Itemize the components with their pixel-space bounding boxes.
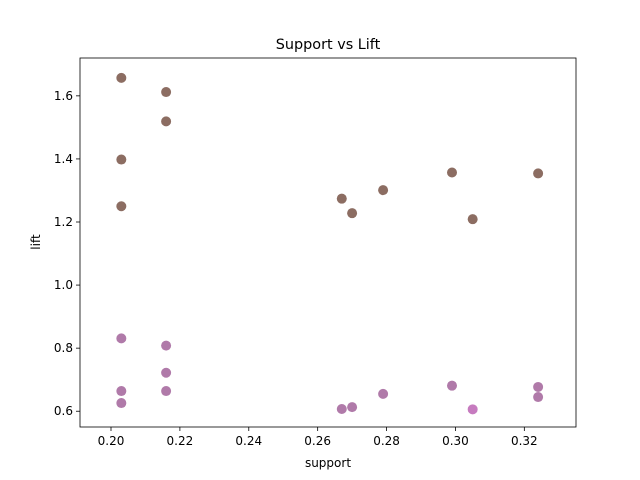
scatter-point	[533, 392, 544, 403]
scatter-point	[116, 72, 127, 83]
scatter-point	[116, 386, 127, 397]
y-tick-label: 1.4	[54, 152, 73, 166]
scatter-point	[467, 404, 478, 415]
y-tick-label: 1.2	[54, 215, 73, 229]
x-tick-label: 0.28	[373, 434, 400, 448]
scatter-point	[347, 402, 358, 413]
scatter-point	[161, 340, 172, 351]
scatter-point	[447, 167, 457, 178]
y-axis-label: lift	[29, 234, 43, 250]
y-tick-label: 0.8	[54, 341, 73, 355]
y-axis: 0.6 0.8 1.0 1.2 1.4 1.6	[54, 89, 80, 418]
scatter-point	[336, 404, 347, 415]
scatter-point	[447, 380, 457, 391]
scatter-point	[116, 333, 127, 344]
scatter-point	[116, 398, 127, 409]
scatter-point	[533, 381, 544, 392]
scatter-point	[116, 154, 127, 165]
scatter-point	[378, 185, 389, 196]
x-tick-label: 0.20	[98, 434, 125, 448]
chart-title: Support vs Lift	[276, 37, 381, 53]
scatter-point	[161, 367, 172, 378]
x-tick-label: 0.32	[511, 434, 538, 448]
scatter-point	[161, 87, 172, 98]
points-layer	[116, 72, 544, 415]
scatter-point	[347, 208, 358, 219]
scatter-point	[161, 386, 172, 397]
scatter-point	[533, 168, 544, 179]
scatter-point	[467, 214, 478, 225]
x-tick-label: 0.26	[304, 434, 331, 448]
scatter-point	[378, 388, 389, 399]
y-tick-label: 0.6	[54, 404, 73, 418]
plot-frame	[79, 57, 577, 428]
x-tick-label: 0.30	[442, 434, 469, 448]
y-tick-label: 1.6	[54, 89, 73, 103]
scatter-point	[161, 116, 172, 127]
scatter-point	[116, 201, 127, 212]
y-tick-label: 1.0	[54, 278, 73, 292]
plot-area	[80, 58, 576, 427]
x-tick-label: 0.22	[167, 434, 194, 448]
x-axis: 0.20 0.22 0.24 0.26 0.28 0.30 0.32	[98, 427, 538, 448]
x-tick-label: 0.24	[235, 434, 262, 448]
x-axis-label: support	[305, 456, 351, 470]
scatter-point	[336, 193, 347, 204]
